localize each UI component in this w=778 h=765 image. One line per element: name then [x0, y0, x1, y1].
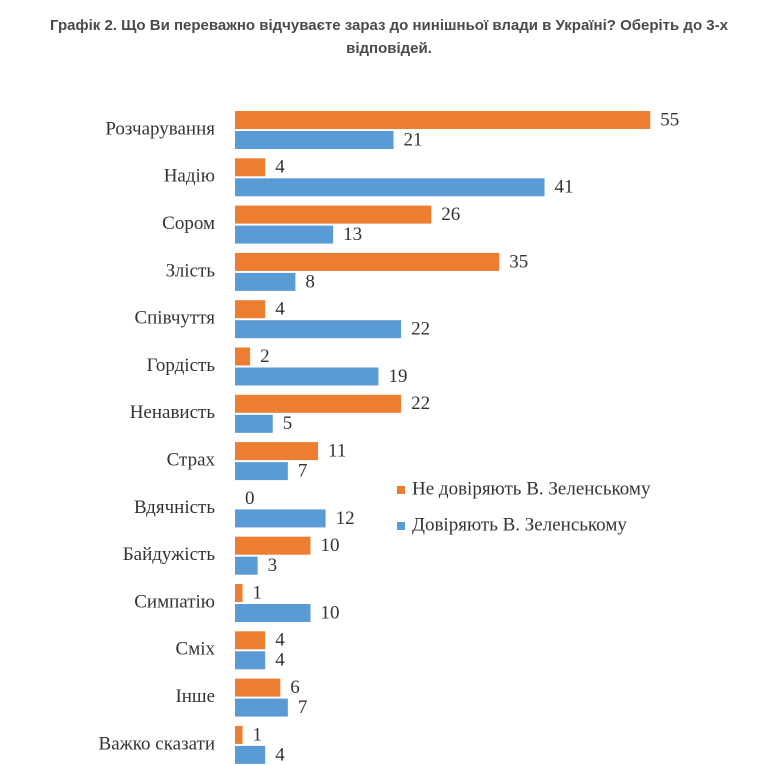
value-label: 13	[343, 224, 362, 245]
bar	[235, 745, 266, 764]
bar	[235, 631, 266, 650]
value-label: 26	[441, 204, 460, 225]
value-label: 10	[321, 535, 340, 556]
legend-swatch	[397, 522, 405, 530]
bar	[235, 414, 273, 433]
category-label: Важко сказати	[99, 733, 215, 754]
category-label: Розчарування	[105, 118, 215, 139]
category-label: Сміх	[176, 639, 216, 660]
category-label: Сором	[162, 213, 215, 234]
bar	[235, 394, 402, 413]
value-label: 2	[260, 346, 270, 367]
category-label: Інше	[175, 686, 215, 707]
legend-swatch	[397, 486, 405, 494]
category-label: Злість	[166, 260, 216, 281]
bar	[235, 725, 243, 744]
category-label: Надію	[164, 166, 215, 187]
bar	[235, 462, 288, 481]
chart-title: Графік 2. Що Ви переважно відчуваєте зар…	[50, 17, 728, 57]
bar	[235, 347, 251, 366]
legend-label: Довіряють В. Зеленському	[412, 514, 627, 535]
bar	[235, 300, 266, 319]
bar	[235, 205, 432, 224]
bar	[235, 158, 266, 177]
value-label: 4	[275, 650, 285, 671]
value-label: 8	[305, 271, 315, 292]
legend-label: Не довіряють В. Зеленському	[412, 478, 651, 499]
bar	[235, 225, 334, 244]
bar	[235, 698, 288, 717]
bar	[235, 367, 379, 386]
bar	[235, 252, 500, 271]
value-label: 4	[275, 744, 285, 765]
value-label: 22	[411, 393, 430, 414]
bar	[235, 272, 296, 291]
value-label: 0	[245, 488, 255, 509]
value-label: 6	[290, 677, 300, 698]
value-label: 21	[404, 129, 423, 150]
bar	[235, 320, 402, 339]
value-label: 11	[328, 440, 346, 461]
bar	[235, 131, 394, 149]
value-label: 22	[411, 319, 430, 340]
value-label: 5	[283, 413, 293, 434]
bar	[235, 604, 311, 622]
value-label: 35	[509, 251, 528, 272]
category-label: Співчуття	[134, 308, 215, 329]
value-label: 3	[268, 555, 278, 576]
bar	[235, 556, 258, 575]
value-label: 1	[253, 724, 262, 745]
value-label: 10	[321, 602, 340, 623]
value-label: 55	[660, 109, 679, 130]
bar	[235, 509, 326, 528]
bar	[235, 678, 281, 697]
bar	[235, 111, 651, 129]
value-label: 19	[388, 366, 407, 387]
category-label: Вдячність	[134, 497, 215, 518]
bar	[235, 584, 243, 602]
value-label: 7	[298, 697, 308, 718]
bar	[235, 536, 311, 555]
value-label: 1	[253, 582, 262, 603]
category-label: Симпатію	[134, 591, 215, 612]
bar	[235, 651, 266, 670]
category-label: Гордість	[147, 355, 216, 376]
value-label: 41	[555, 177, 574, 198]
value-label: 12	[336, 508, 355, 529]
bar	[235, 178, 545, 197]
category-label: Байдужість	[123, 544, 216, 565]
category-label: Страх	[167, 449, 216, 470]
value-label: 7	[298, 460, 308, 481]
category-label: Ненависть	[130, 402, 216, 423]
value-label: 4	[275, 157, 285, 178]
value-label: 4	[275, 299, 285, 320]
value-label: 4	[275, 630, 285, 651]
bar	[235, 442, 319, 461]
